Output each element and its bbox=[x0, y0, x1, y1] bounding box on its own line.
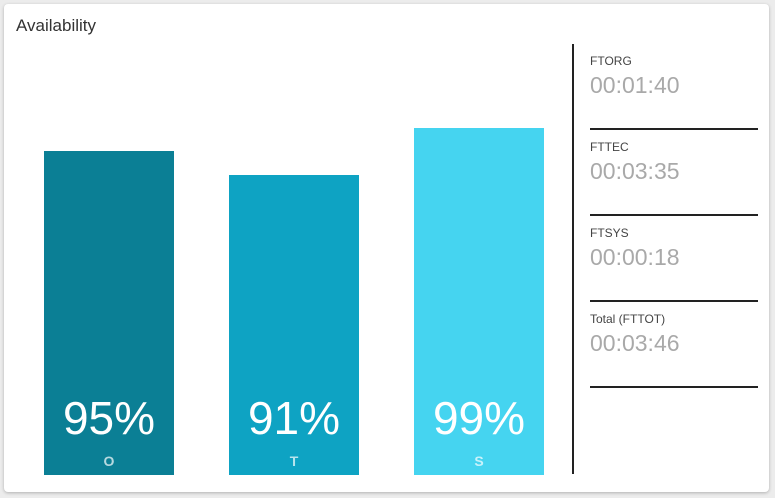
bar-label-s: S bbox=[474, 453, 484, 469]
bar-value-s: 99% bbox=[432, 392, 526, 444]
bar-t: 91% T bbox=[229, 175, 359, 475]
stats-panel: FTORG 00:01:40 FTTEC 00:03:35 FTSYS 00:0… bbox=[590, 44, 758, 388]
availability-card: Availability 95% O 91% T 99% S FTORG 00:… bbox=[4, 4, 769, 492]
vertical-divider bbox=[572, 44, 574, 474]
stat-label: FTSYS bbox=[590, 226, 629, 240]
stat-label: FTTEC bbox=[590, 140, 629, 154]
stat-ftsys: FTSYS 00:00:18 bbox=[590, 216, 758, 302]
bar-s: 99% S bbox=[414, 128, 544, 475]
bar-value-o: 95% bbox=[62, 392, 156, 444]
bar-value-t: 91% bbox=[247, 392, 341, 444]
stat-ftorg: FTORG 00:01:40 bbox=[590, 44, 758, 130]
stat-fttec: FTTEC 00:03:35 bbox=[590, 130, 758, 216]
stat-fttot: Total (FTTOT) 00:03:46 bbox=[590, 302, 758, 388]
bar-label-t: T bbox=[289, 453, 299, 469]
stat-value: 00:00:18 bbox=[590, 244, 680, 270]
bar-label-o: O bbox=[103, 453, 115, 469]
stat-label: Total (FTTOT) bbox=[590, 312, 666, 326]
stat-value: 00:01:40 bbox=[590, 72, 680, 98]
availability-bar-chart: 95% O 91% T 99% S bbox=[4, 4, 564, 492]
stat-value: 00:03:46 bbox=[590, 330, 680, 356]
stat-value: 00:03:35 bbox=[590, 158, 680, 184]
card-title: Availability bbox=[16, 16, 97, 35]
stat-label: FTORG bbox=[590, 54, 632, 68]
bar-o: 95% O bbox=[44, 151, 174, 475]
